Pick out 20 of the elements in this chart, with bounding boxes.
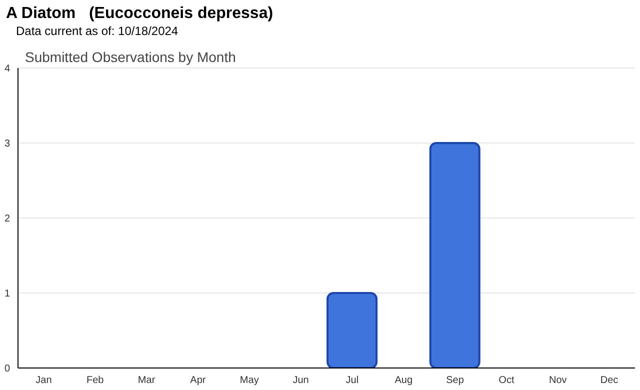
- x-tick-label: Nov: [548, 375, 567, 386]
- y-tick-label: 4: [4, 64, 10, 75]
- y-tick-label: 0: [4, 364, 10, 375]
- y-tick-label: 1: [4, 288, 10, 300]
- y-tick-label: 3: [4, 138, 10, 150]
- x-tick-label: Jun: [292, 375, 309, 386]
- x-tick-label: Sep: [446, 375, 464, 386]
- y-tick-label: 2: [4, 214, 10, 225]
- chart-subtitle: Data current as of: 10/18/2024: [16, 24, 178, 38]
- x-tick-label: Aug: [394, 375, 413, 386]
- x-tick-label: Dec: [600, 375, 618, 386]
- chart-title: A Diatom (Eucocconeis depressa): [6, 5, 274, 23]
- x-tick-label: Mar: [138, 375, 156, 386]
- x-tick-label: Jan: [36, 375, 52, 386]
- x-tick-label: Oct: [498, 375, 514, 386]
- text: Submitted Observations by Month: [25, 49, 236, 65]
- x-tick-label: Feb: [86, 375, 104, 386]
- x-tick-label: Jul: [346, 375, 359, 386]
- x-tick-label: May: [240, 375, 259, 386]
- x-tick-label: Apr: [190, 375, 206, 386]
